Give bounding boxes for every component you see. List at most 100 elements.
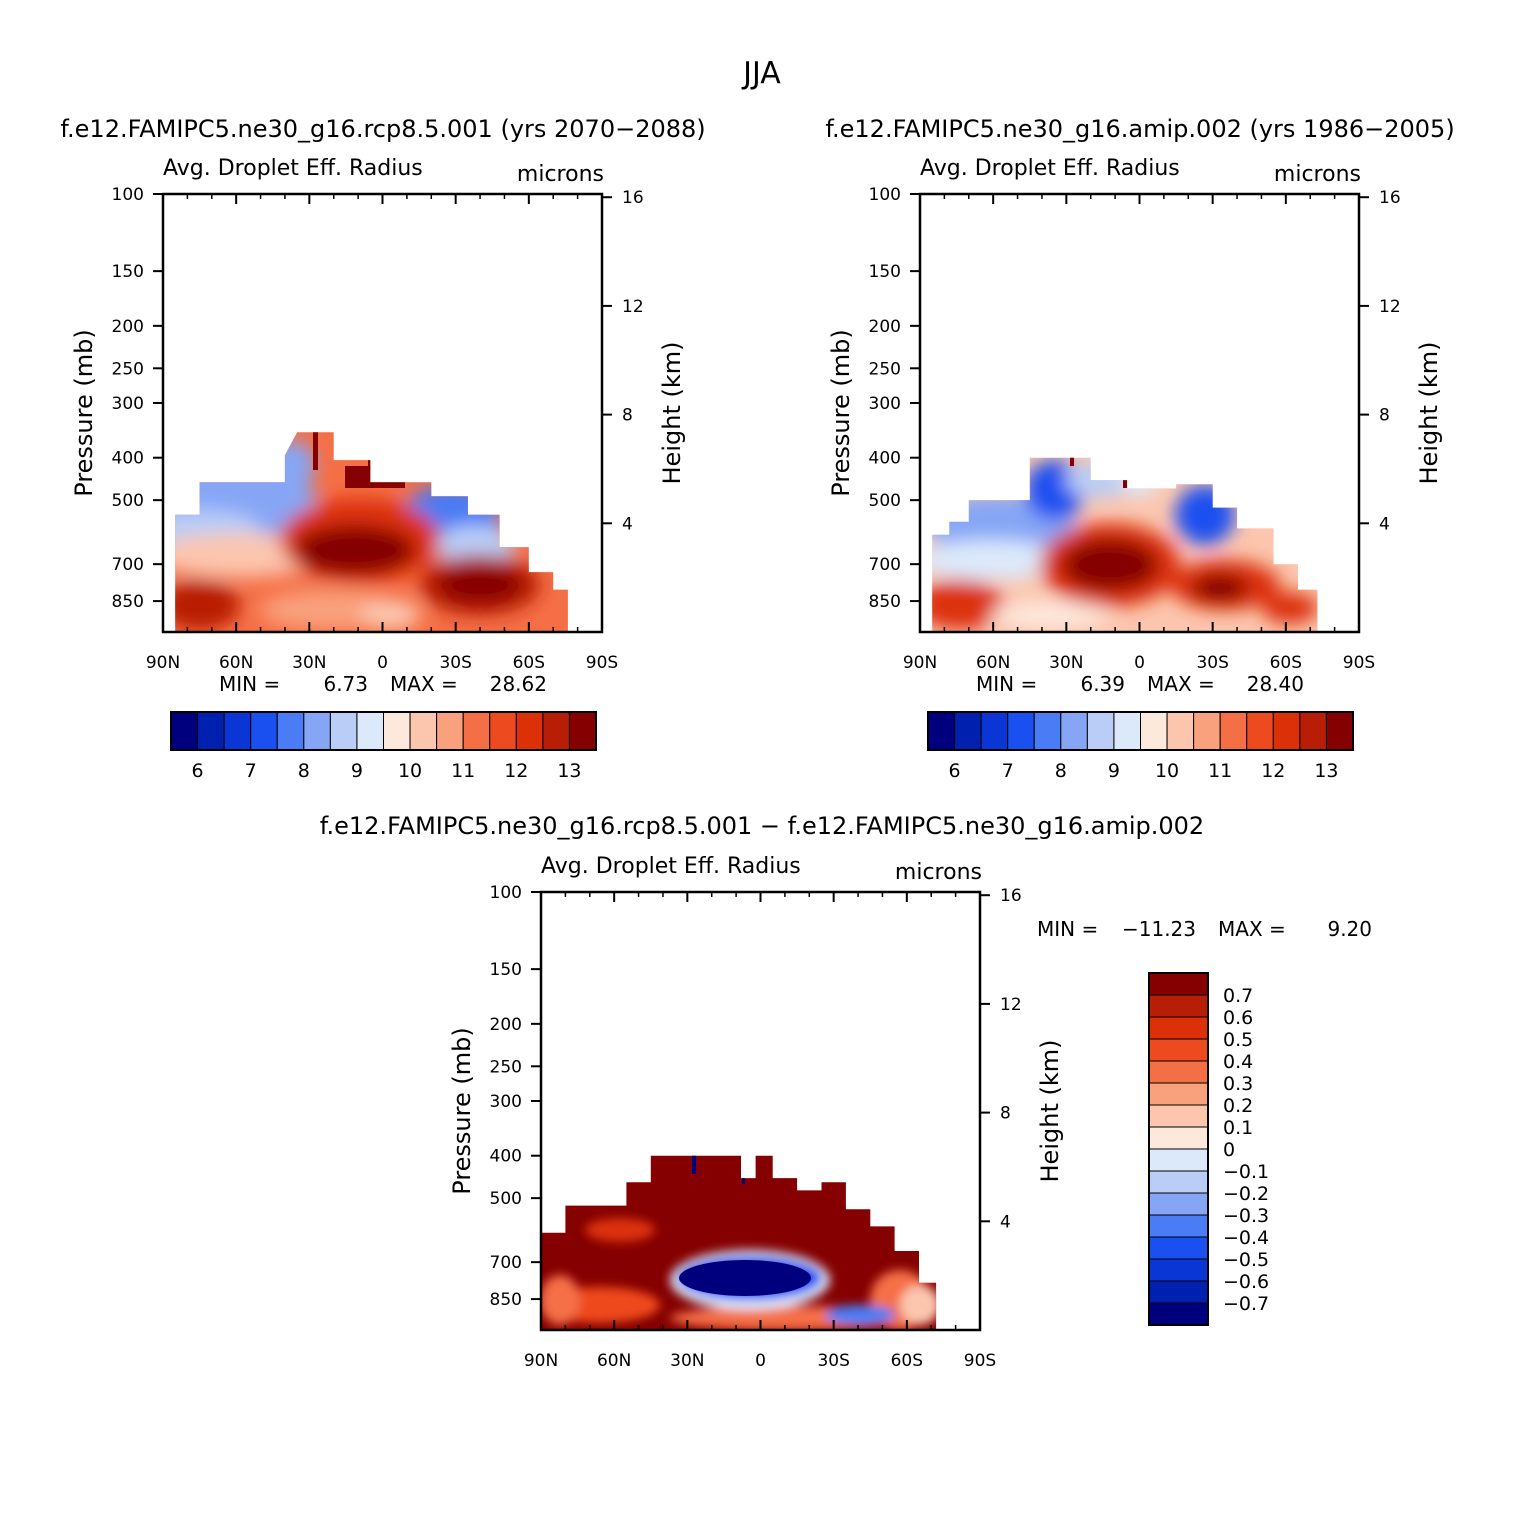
diff-y-tick-label: 300 (490, 1092, 522, 1112)
diff-y2-tick-label: 8 (1000, 1104, 1011, 1124)
control-colorbar-swatch (980, 711, 1009, 751)
case-y-tick-label: 150 (112, 262, 144, 282)
case-colorbar-swatch (568, 711, 597, 751)
diff-y-tick-label: 400 (490, 1147, 522, 1167)
diff-colorbar-label: 0.4 (1223, 1051, 1253, 1073)
diff-colorbar-swatch (1148, 1038, 1209, 1062)
control-x-tick-label: 30S (1196, 653, 1228, 673)
control-x-tick-label: 60N (976, 653, 1010, 673)
control-y2-tick-label: 16 (1379, 188, 1401, 208)
diff-colorbar-label: 0.7 (1223, 985, 1253, 1007)
diff-colorbar-swatch (1148, 1280, 1209, 1304)
diff-x-tick-label: 60S (891, 1351, 923, 1371)
diff-minmax: MIN = −11.23 MAX = 9.20 (1037, 917, 1372, 941)
case-y-tick-label: 850 (112, 592, 144, 612)
case-y-tick-label: 250 (112, 359, 144, 379)
control-y-tick-label: 500 (869, 491, 901, 511)
diff-y2label: Height (km) (1036, 1040, 1064, 1183)
diff-x-tick-label: 90N (524, 1351, 558, 1371)
case-y-tick-label: 100 (112, 185, 144, 205)
control-colorbar-label: 8 (1055, 760, 1067, 782)
diff-colorbar-swatch (1148, 972, 1209, 996)
case-max-value: 28.62 (490, 672, 547, 696)
case-colorbar-swatch (276, 711, 305, 751)
control-y2-tick-label: 12 (1379, 297, 1401, 317)
control-colorbar-swatch (1086, 711, 1115, 751)
case-y2-tick-label: 8 (622, 406, 633, 426)
case-colorbar-label: 13 (557, 760, 581, 782)
case-x-tick-label: 30N (292, 653, 326, 673)
diff-y-tick-label: 500 (490, 1189, 522, 1209)
case-colorbar-swatch (515, 711, 544, 751)
control-colorbar-label: 6 (949, 760, 961, 782)
control-y-tick-label: 700 (869, 555, 901, 575)
control-colorbar-frame (927, 711, 1354, 751)
case-colorbar-swatch (409, 711, 438, 751)
diff-colorbar-swatch (1148, 1082, 1209, 1106)
control-colorbar-swatch (1219, 711, 1248, 751)
diff-min-label: MIN = (1037, 917, 1098, 941)
case-max-label: MAX = (390, 672, 458, 696)
diff-colorbar-swatch (1148, 1170, 1209, 1194)
case-y-tick-label: 200 (112, 317, 144, 337)
diff-colorbar-swatch (1148, 1214, 1209, 1238)
control-units-label: microns (1274, 162, 1361, 187)
control-x-tick-label: 90N (903, 653, 937, 673)
diff-ylabel: Pressure (mb) (448, 1027, 476, 1194)
diff-colorbar-label: −0.3 (1223, 1205, 1269, 1227)
control-x-tick-label: 90S (1343, 653, 1375, 673)
case-colorbar-swatch (489, 711, 517, 751)
diff-y-tick-label: 250 (490, 1057, 522, 1077)
diff-colorbar: 0.70.60.50.40.30.20.10−0.1−0.2−0.3−0.4−0… (1148, 972, 1269, 1326)
diff-colorbar-label: −0.6 (1223, 1271, 1269, 1293)
control-x-tick-label: 60S (1270, 653, 1302, 673)
control-colorbar-swatch (1140, 711, 1168, 751)
case-y2-tick-label: 16 (622, 188, 644, 208)
control-colorbar-label: 7 (1002, 760, 1014, 782)
control-colorbar-swatch (1299, 711, 1327, 751)
diff-colorbar-label: −0.7 (1223, 1293, 1269, 1315)
diff-x-tick-label: 90S (964, 1351, 996, 1371)
case-colorbar-frame (170, 711, 597, 751)
control-y2label: Height (km) (1415, 342, 1443, 485)
control-x-tick-label: 30N (1049, 653, 1083, 673)
diff-min-value: −11.23 (1122, 917, 1196, 941)
case-y-tick-label: 700 (112, 555, 144, 575)
case-x-tick-label: 90N (146, 653, 180, 673)
control-colorbar-swatch (1325, 711, 1354, 751)
diff-field (541, 1155, 937, 1330)
case-y2-tick-label: 4 (622, 514, 633, 534)
diff-colorbar-swatch (1148, 1302, 1209, 1326)
control-max-value: 28.40 (1247, 672, 1304, 696)
diff-y-tick-label: 200 (490, 1015, 522, 1035)
diff-y2-tick-label: 16 (1000, 886, 1022, 906)
diff-colorbar-swatch (1148, 1016, 1209, 1040)
diff-colorbar-swatch (1148, 1148, 1209, 1172)
case-min-label: MIN = (219, 672, 280, 696)
control-colorbar-swatch (1007, 711, 1035, 751)
diff-colorbar-label: −0.2 (1223, 1183, 1269, 1205)
control-colorbar-swatch (1033, 711, 1062, 751)
control-colorbar-swatch (1193, 711, 1221, 751)
diff-x-tick-label: 30N (670, 1351, 704, 1371)
diff-panel-title: f.e12.FAMIPC5.ne30_g16.rcp8.5.001 − f.e1… (320, 812, 1204, 840)
case-y2label: Height (km) (658, 342, 686, 485)
case-colorbar-swatch (356, 711, 384, 751)
control-colorbar-swatch (1113, 711, 1141, 751)
case-colorbar-swatch (250, 711, 278, 751)
case-colorbar-swatch (197, 711, 225, 751)
diff-colorbar-label: 0.1 (1223, 1117, 1253, 1139)
control-axes: 90N 60N 30N 0 30S 60S 90S 100 150 200 250 300 400 500… (827, 185, 1443, 673)
case-colorbar-label: 12 (504, 760, 528, 782)
case-y-tick-label: 300 (112, 394, 144, 414)
control-min-value: 6.39 (1080, 672, 1125, 696)
case-colorbar-swatch (462, 711, 491, 751)
control-y-tick-label: 150 (869, 262, 901, 282)
control-ylabel: Pressure (mb) (827, 329, 855, 496)
control-colorbar-label: 10 (1155, 760, 1179, 782)
control-y-tick-label: 300 (869, 394, 901, 414)
case-variable-label: Avg. Droplet Eff. Radius (163, 156, 423, 181)
case-colorbar-swatch (542, 711, 570, 751)
diff-colorbar-label: −0.5 (1223, 1249, 1269, 1271)
